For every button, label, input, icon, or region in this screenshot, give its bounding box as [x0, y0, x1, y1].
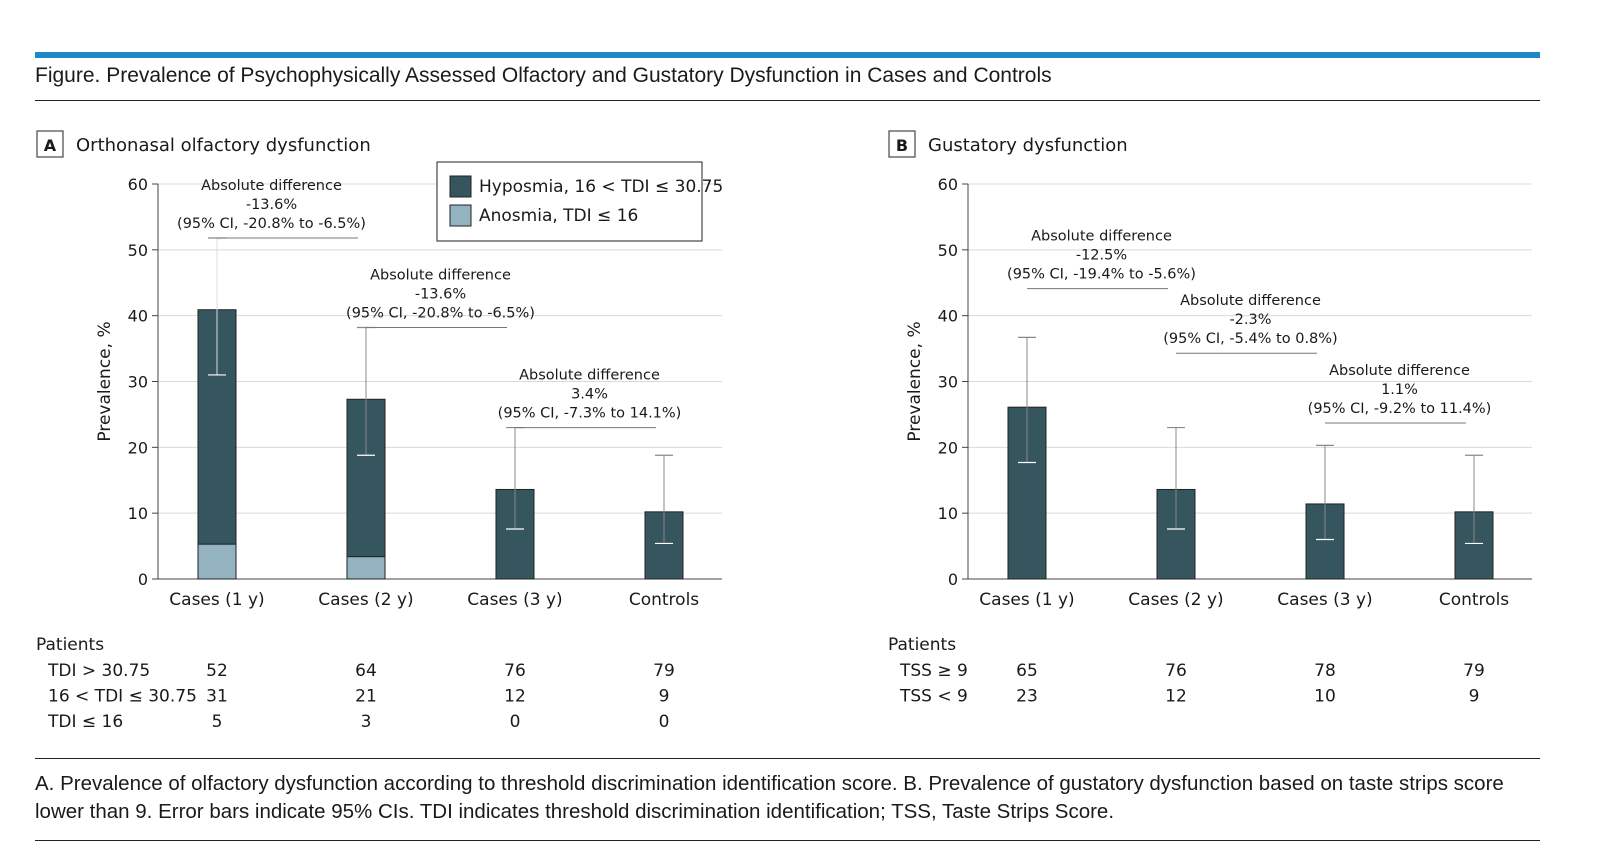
panel-b-category-label: Cases (3 y): [1277, 590, 1372, 610]
panel-a-y-tick-label: 40: [128, 307, 148, 326]
panel-b-patients-cell: 78: [1314, 661, 1336, 681]
panel-b-category-label: Cases (2 y): [1128, 590, 1223, 610]
panel-b-patients-cell: 12: [1165, 687, 1187, 707]
panel-a-patients-cell: 0: [510, 712, 521, 732]
panel-b-patients-row-label: TSS < 9: [899, 687, 968, 707]
panel-a-annotation-text: (95% CI, -7.3% to 14.1%): [498, 406, 682, 422]
panel-b-patients-header: Patients: [888, 635, 956, 655]
panel-b-y-tick-label: 60: [938, 175, 958, 194]
panel-a-patients-cell: 76: [504, 661, 526, 681]
panel-a-annotation-text: Absolute difference: [201, 178, 342, 194]
panel-a-y-axis-label: Prevalence, %: [95, 321, 115, 441]
panel-a-annotation-text: Absolute difference: [519, 368, 660, 384]
panel-b-annotation-text: (95% CI, -9.2% to 11.4%): [1308, 401, 1492, 417]
panel-a-patients-cell: 21: [355, 687, 377, 707]
panel-b-annotation-text: (95% CI, -5.4% to 0.8%): [1163, 331, 1337, 347]
panel-a-legend-label: Hyposmia, 16 < TDI ≤ 30.75: [479, 177, 723, 197]
panel-a-legend-box: [436, 161, 703, 242]
panel-a-bar-anosmia: [346, 556, 386, 580]
panel-a-patients-cell: 79: [653, 661, 675, 681]
panel-b-annotation-text: Absolute difference: [1180, 293, 1321, 309]
panel-a-patients-cell: 52: [206, 661, 228, 681]
panel-b-category-label: Cases (1 y): [979, 590, 1074, 610]
panel-a-patients-row-label: TDI ≤ 16: [47, 712, 123, 732]
panel-a-y-tick-label: 30: [128, 373, 148, 392]
panel-b-annotation-text: -2.3%: [1229, 312, 1271, 328]
panel-b-y-axis-label: Prevalence, %: [905, 321, 925, 441]
panel-a-legend-label: Anosmia, TDI ≤ 16: [479, 206, 638, 226]
top-accent-rule: [35, 52, 1540, 58]
panel-a-patients-cell: 5: [212, 712, 223, 732]
panel-a-category-label: Cases (1 y): [169, 590, 264, 610]
figure-title: Figure. Prevalence of Psychophysically A…: [35, 64, 1052, 87]
panel-b-patients-row-label: TSS ≥ 9: [899, 661, 968, 681]
panel-a-annotation-text: Absolute difference: [370, 268, 511, 284]
panel-a-category-label: Controls: [629, 590, 699, 610]
panel-b-patients-cell: 9: [1469, 687, 1480, 707]
panel-a-y-tick-label: 20: [128, 438, 148, 457]
panel-a-patients-cell: 31: [206, 687, 228, 707]
panel-b-patients-cell: 23: [1016, 687, 1038, 707]
panel-a-letter: A: [44, 136, 57, 155]
panel-a-annotation-text: -13.6%: [246, 197, 297, 213]
panel-a-patients-cell: 12: [504, 687, 526, 707]
panel-a-bar-anosmia: [197, 543, 237, 580]
panel-b-patients-cell: 79: [1463, 661, 1485, 681]
panel-a-legend-swatch: [449, 175, 472, 198]
panel-b-patients-cell: 10: [1314, 687, 1336, 707]
panel-b-annotation-text: -12.5%: [1076, 248, 1127, 264]
panel-a-y-tick-label: 0: [138, 570, 148, 589]
panel-a-y-tick-label: 60: [128, 175, 148, 194]
panel-b-y-tick-label: 40: [938, 307, 958, 326]
caption-rule-bottom: [35, 840, 1540, 841]
panel-b-annotation-text: 1.1%: [1381, 382, 1418, 398]
panel-a-annotation-text: -13.6%: [415, 287, 466, 303]
panel-b-title: Gustatory dysfunction: [928, 135, 1128, 156]
panel-a-y-tick-label: 10: [128, 504, 148, 523]
panel-b-annotation-text: (95% CI, -19.4% to -5.6%): [1007, 267, 1196, 283]
panel-a-annotation-text: 3.4%: [571, 387, 608, 403]
panel-a-patients-row-label: 16 < TDI ≤ 30.75: [48, 687, 197, 707]
panel-b-annotation-text: Absolute difference: [1329, 363, 1470, 379]
figure-canvas: A Orthonasal olfactory dysfunction0102030…: [36, 130, 1532, 732]
panel-a-category-label: Cases (3 y): [467, 590, 562, 610]
panel-b-y-tick-label: 0: [948, 570, 958, 589]
panel-b-y-tick-label: 50: [938, 241, 958, 260]
panel-b-category-label: Controls: [1439, 590, 1509, 610]
panel-a-legend-swatch: [449, 204, 472, 227]
panel-a-patients-cell: 3: [361, 712, 372, 732]
panel-a-patients-header: Patients: [36, 635, 104, 655]
panel-b-patients-cell: 65: [1016, 661, 1038, 681]
panel-b-y-tick-label: 10: [938, 504, 958, 523]
panel-a-title: Orthonasal olfactory dysfunction: [76, 135, 371, 156]
title-rule: [35, 100, 1540, 101]
panel-a-patients-cell: 9: [659, 687, 670, 707]
panel-a-patients-cell: 0: [659, 712, 670, 732]
panel-b-annotation-text: Absolute difference: [1031, 229, 1172, 245]
panel-b-y-tick-label: 30: [938, 373, 958, 392]
panel-a-patients-row-label: TDI > 30.75: [47, 661, 150, 681]
panel-a-category-label: Cases (2 y): [318, 590, 413, 610]
figure-caption: A. Prevalence of olfactory dysfunction a…: [35, 772, 1504, 823]
caption-rule-top: [35, 758, 1540, 759]
panel-a-y-tick-label: 50: [128, 241, 148, 260]
panel-b-y-tick-label: 20: [938, 438, 958, 457]
panel-b-patients-cell: 76: [1165, 661, 1187, 681]
panel-a-annotation-text: (95% CI, -20.8% to -6.5%): [346, 306, 535, 322]
panel-a-letter-box: [36, 130, 64, 158]
panel-b-letter-box: [888, 130, 916, 158]
panel-a-annotation-text: (95% CI, -20.8% to -6.5%): [177, 216, 366, 232]
panel-b-letter: B: [896, 136, 908, 155]
panel-a-patients-cell: 64: [355, 661, 377, 681]
